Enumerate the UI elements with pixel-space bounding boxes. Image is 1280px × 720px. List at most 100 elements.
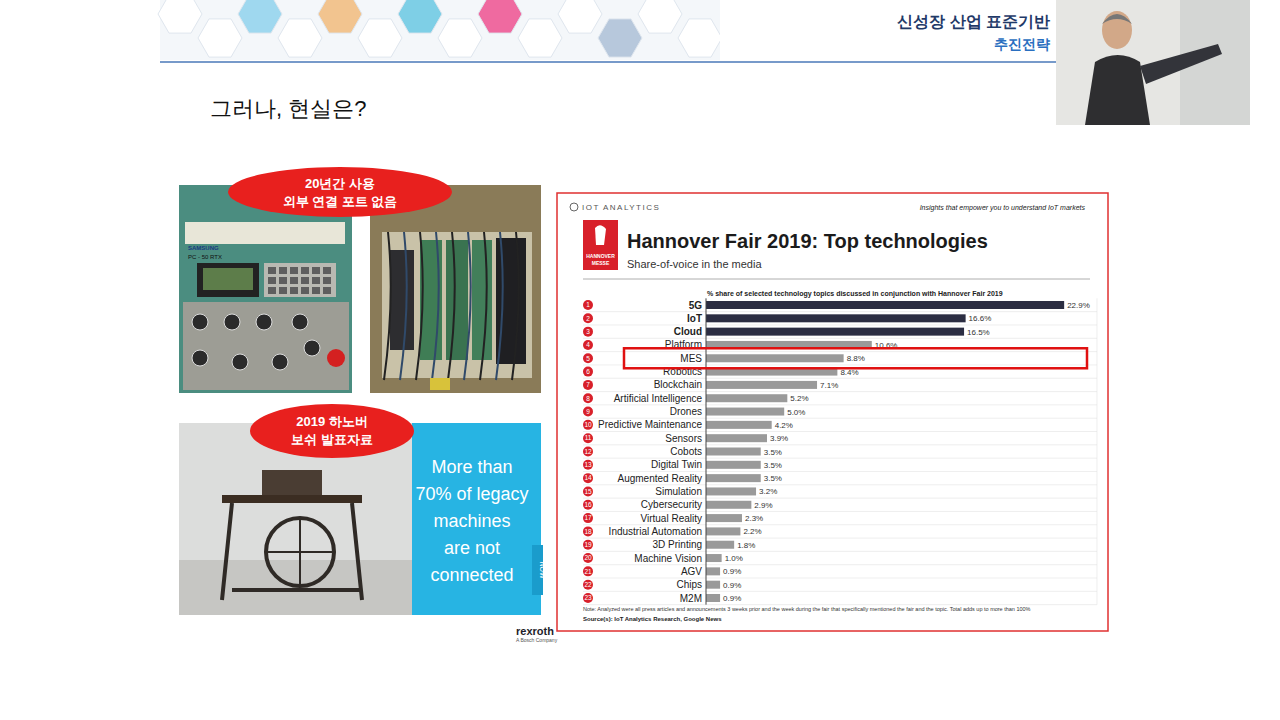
- rank-label: 6: [586, 368, 590, 375]
- panel-key: [301, 267, 309, 274]
- rank-label: 14: [584, 474, 592, 481]
- cabinet-board: [390, 250, 414, 350]
- header-pattern: [158, 0, 722, 60]
- hexagon: [558, 0, 602, 33]
- callout-top-line: 20년간 사용: [305, 176, 375, 191]
- chart-title: Hannover Fair 2019: Top technologies: [627, 230, 988, 252]
- cabinet-plate: [382, 232, 532, 378]
- category-label: Cobots: [670, 446, 702, 457]
- panel-knob: [256, 314, 272, 330]
- photo-bg: [370, 185, 541, 393]
- row-separator: [583, 431, 1097, 432]
- category-label: Industrial Automation: [609, 526, 702, 537]
- panel-keys: [264, 263, 336, 297]
- panel-knob: [232, 354, 248, 370]
- cabinet-board: [472, 240, 492, 360]
- value-label: 3.5%: [764, 461, 782, 470]
- rank-label: 3: [586, 328, 590, 335]
- rank-badge: [583, 367, 593, 377]
- rank-label: 18: [584, 528, 592, 535]
- bar: [706, 474, 761, 482]
- header-right: [720, 0, 1056, 60]
- bar: [706, 461, 761, 469]
- rank-label: 22: [584, 581, 592, 588]
- rank-label: 20: [584, 554, 592, 561]
- person-head: [1102, 11, 1132, 49]
- category-label: Sensors: [665, 433, 702, 444]
- caption-line: More than: [431, 457, 512, 477]
- category-label: Chips: [676, 579, 702, 590]
- slide: 신성장 산업 표준기반추진전략그러나, 현실은?SAMSUNGPC - 50 R…: [0, 0, 1280, 720]
- range-end: [1097, 298, 1098, 604]
- rank-label: 2: [586, 315, 590, 322]
- category-label: AGV: [681, 566, 702, 577]
- value-label: 0.9%: [723, 594, 741, 603]
- source: Source(s): IoT Analytics Research, Googl…: [583, 616, 722, 622]
- rank-badge: [583, 393, 593, 403]
- rank-badge: [583, 460, 593, 470]
- bar: [706, 527, 740, 535]
- background: [0, 0, 1280, 720]
- row-separator: [583, 564, 1097, 565]
- panel-key: [312, 287, 320, 294]
- category-label: 5G: [689, 300, 703, 311]
- value-label: 0.9%: [723, 581, 741, 590]
- callout-bottom-line: 보쉬 발표자료: [291, 432, 373, 447]
- value-label: 1.8%: [737, 541, 755, 550]
- row-separator: [583, 351, 1097, 352]
- rank-badge: [583, 313, 593, 323]
- bar: [706, 301, 1064, 309]
- caption-line: are not: [444, 538, 500, 558]
- rank-badge: [583, 473, 593, 483]
- slide-title: 그러나, 현실은?: [210, 96, 366, 121]
- bar: [706, 487, 756, 495]
- row-separator: [583, 311, 1097, 312]
- panel-key: [323, 267, 331, 274]
- value-label: 7.1%: [820, 381, 838, 390]
- bar: [706, 394, 787, 402]
- row-separator: [583, 578, 1097, 579]
- header-subtitle: 추진전략: [994, 36, 1050, 52]
- panel-key: [312, 277, 320, 284]
- header-rule: [160, 61, 1056, 63]
- bar: [706, 434, 767, 442]
- rank-label: 7: [586, 381, 590, 388]
- rank-badge: [583, 513, 593, 523]
- callout-bottom: [250, 404, 414, 458]
- category-label: Digital Twin: [651, 459, 702, 470]
- cabinet-wire: [464, 232, 471, 380]
- rank-label: 23: [584, 594, 592, 601]
- video-inset: [1056, 0, 1250, 125]
- panel-key: [290, 277, 298, 284]
- value-label: 5.2%: [790, 394, 808, 403]
- panel-knob: [272, 354, 288, 370]
- tagline: Insights that empower you to understand …: [920, 204, 1086, 212]
- category-label: M2M: [680, 593, 702, 604]
- rank-label: 1: [586, 301, 590, 308]
- logo: [583, 220, 618, 270]
- panel-model: PC - 50 RTX: [188, 254, 222, 260]
- category-label: 3D Printing: [653, 539, 702, 550]
- rank-badge: [583, 420, 593, 430]
- value-label: 16.6%: [969, 314, 992, 323]
- panel-key: [290, 287, 298, 294]
- rank-label: 4: [586, 341, 590, 348]
- chart-subtitle: Share-of-voice in the media: [627, 258, 762, 270]
- category-label: Predictive Maintenance: [598, 419, 702, 430]
- logo-mark: [595, 225, 606, 245]
- highlight-box: [624, 348, 1087, 368]
- person-hair: [1102, 14, 1132, 24]
- brand-icon: [570, 203, 578, 211]
- callout-top-line: 외부 연결 포트 없음: [283, 194, 398, 209]
- bar: [706, 448, 761, 456]
- value-label: 3.9%: [770, 434, 788, 443]
- value-label: 2.3%: [745, 514, 763, 523]
- panel-key: [301, 287, 309, 294]
- axis-label: % share of selected technology topics di…: [707, 290, 1003, 298]
- machine-legs: [222, 503, 362, 600]
- caption-line: machines: [433, 511, 510, 531]
- hexagon: [398, 0, 442, 33]
- hexagon: [598, 19, 642, 57]
- row-separator: [583, 444, 1097, 445]
- cabinet-board: [446, 240, 468, 360]
